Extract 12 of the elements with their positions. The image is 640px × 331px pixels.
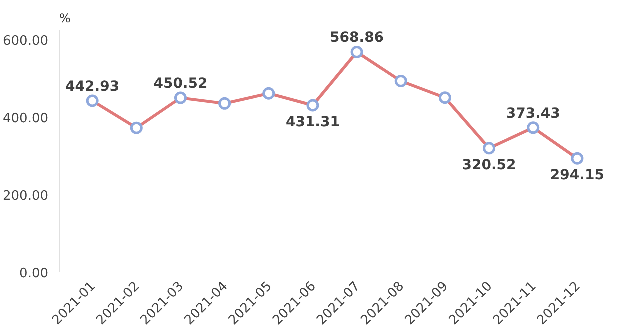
data-label: 320.52 [462, 157, 516, 174]
y-tick-label: 600.00 [3, 34, 49, 50]
data-label: 431.31 [286, 114, 340, 130]
data-label: 450.52 [154, 76, 208, 92]
data-label: 568.86 [330, 30, 384, 46]
data-label: 294.15 [550, 168, 604, 184]
data-label: 442.93 [66, 79, 120, 95]
data-label: 373.43 [506, 106, 560, 122]
y-tick-label: 0.00 [20, 266, 49, 282]
y-tick-label: 400.00 [3, 112, 49, 127]
y-tick-label: 200.00 [3, 189, 49, 204]
y-axis-title: % [60, 12, 71, 26]
